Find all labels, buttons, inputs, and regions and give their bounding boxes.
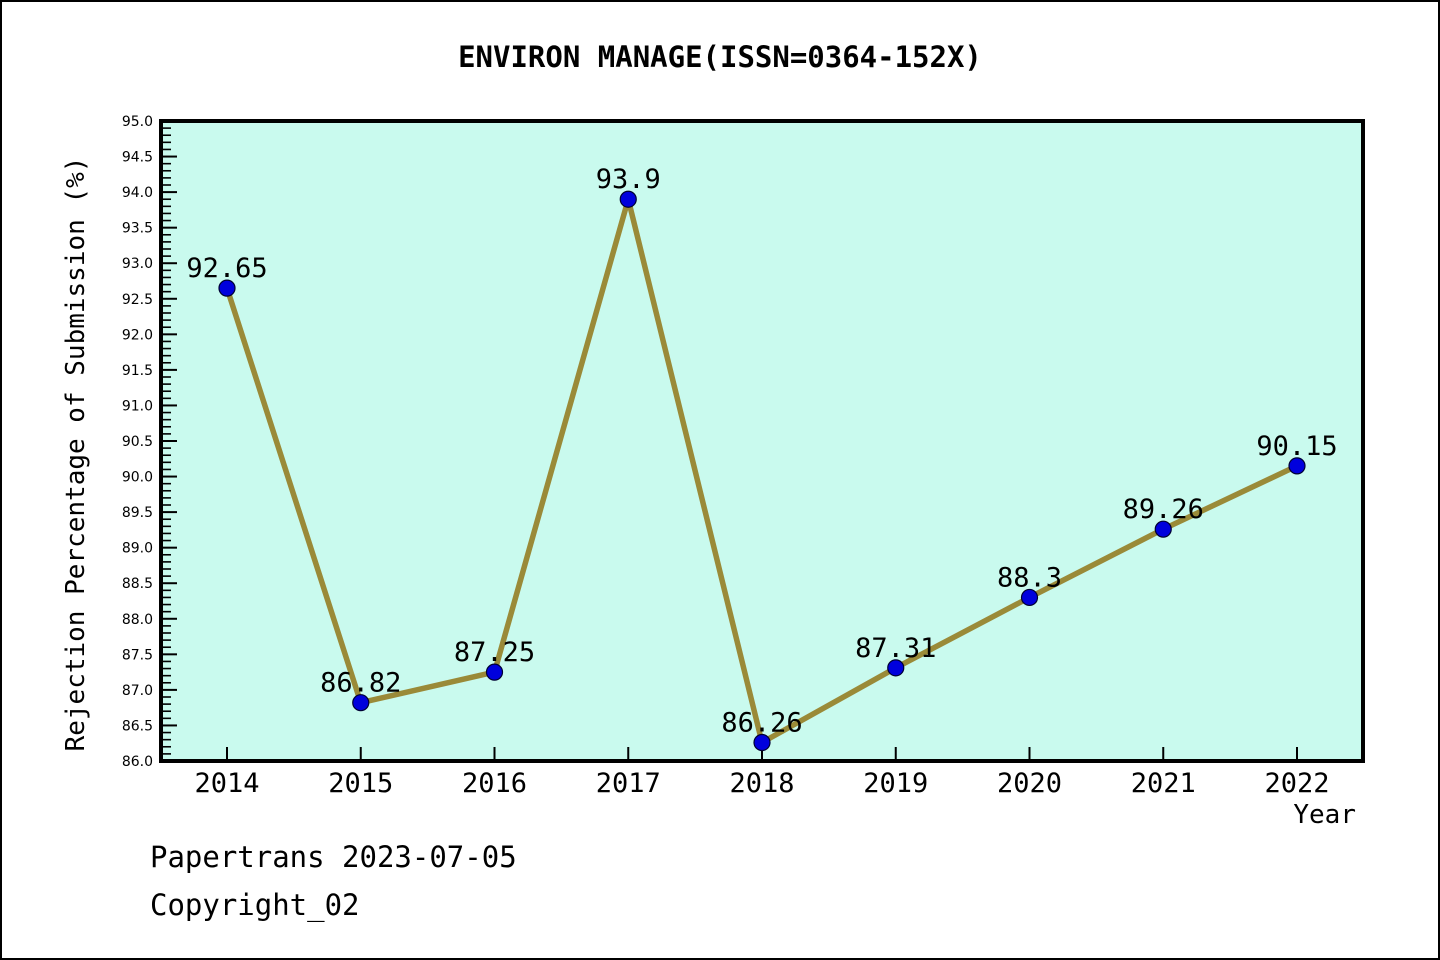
data-point: [1288, 457, 1306, 475]
data-point-label: 87.25: [454, 637, 535, 668]
data-point-label: 87.31: [855, 633, 936, 664]
x-tick-label: 2015: [328, 768, 393, 799]
y-tick-label: 94.5: [122, 150, 153, 166]
y-tick-label: 86.0: [122, 754, 153, 770]
data-point-label: 92.65: [186, 253, 267, 284]
data-point: [753, 733, 771, 752]
x-tick-label: 2021: [1131, 768, 1196, 799]
x-tick-label: 2014: [194, 768, 259, 799]
data-point-label: 86.26: [721, 708, 802, 739]
y-tick-label: 94.0: [122, 185, 153, 201]
data-point: [352, 694, 370, 712]
data-point-label: 89.26: [1123, 494, 1204, 525]
x-tick-label: 2017: [596, 768, 661, 799]
y-tick-label: 86.5: [122, 718, 153, 734]
y-tick-label: 88.0: [122, 612, 153, 628]
data-point-label: 88.3: [997, 562, 1062, 593]
data-point: [218, 279, 236, 297]
y-tick-label: 89.0: [122, 541, 153, 557]
y-tick-label: 90.0: [122, 470, 153, 486]
data-point: [1154, 520, 1172, 538]
x-tick-label: 2019: [863, 768, 928, 799]
y-tick-label: 91.0: [122, 398, 153, 414]
y-tick-label: 92.0: [122, 327, 153, 343]
y-tick-label: 88.5: [122, 576, 153, 592]
data-point: [619, 190, 637, 208]
y-tick-label: 91.5: [122, 363, 153, 379]
data-point: [887, 659, 905, 677]
x-tick-label: 2018: [729, 768, 794, 799]
y-tick-label: 87.0: [122, 683, 153, 699]
y-tick-label: 92.5: [122, 292, 153, 308]
y-tick-label: 87.5: [122, 647, 153, 663]
footer-source-date: Papertrans 2023-07-05: [150, 840, 517, 874]
data-point: [1020, 588, 1039, 607]
y-tick-label: 95.0: [122, 114, 153, 130]
y-tick-label: 89.5: [122, 505, 153, 521]
x-tick-label: 2022: [1264, 768, 1329, 799]
x-axis-title: Year: [1293, 800, 1356, 830]
x-tick-label: 2020: [997, 768, 1062, 799]
plot-area: [159, 119, 1365, 763]
data-point-label: 86.82: [320, 668, 401, 699]
chart-title: ENVIRON MANAGE(ISSN=0364-152X): [458, 40, 982, 74]
data-point-label: 93.9: [596, 164, 661, 195]
data-point: [485, 663, 504, 681]
y-tick-label: 90.5: [122, 434, 153, 450]
y-tick-label: 93.0: [122, 256, 153, 272]
data-point-label: 90.15: [1256, 431, 1337, 462]
footer-copyright: Copyright_02: [150, 888, 360, 922]
x-tick-label: 2016: [462, 768, 527, 799]
y-tick-label: 93.5: [122, 221, 153, 237]
